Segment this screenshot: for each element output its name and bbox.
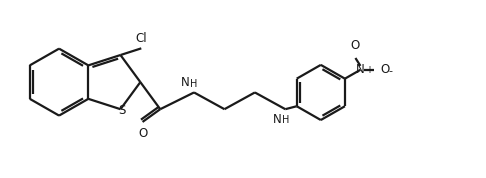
Text: O: O [351,39,360,52]
Text: Cl: Cl [136,32,147,45]
Text: N: N [356,63,365,76]
Text: H: H [281,115,289,125]
Text: O: O [138,127,147,140]
Text: -: - [388,66,392,76]
Text: N: N [181,75,190,88]
Text: S: S [118,104,125,117]
Text: N: N [273,113,281,126]
Text: +: + [365,65,373,75]
Text: O: O [381,63,390,76]
Text: H: H [191,80,198,90]
